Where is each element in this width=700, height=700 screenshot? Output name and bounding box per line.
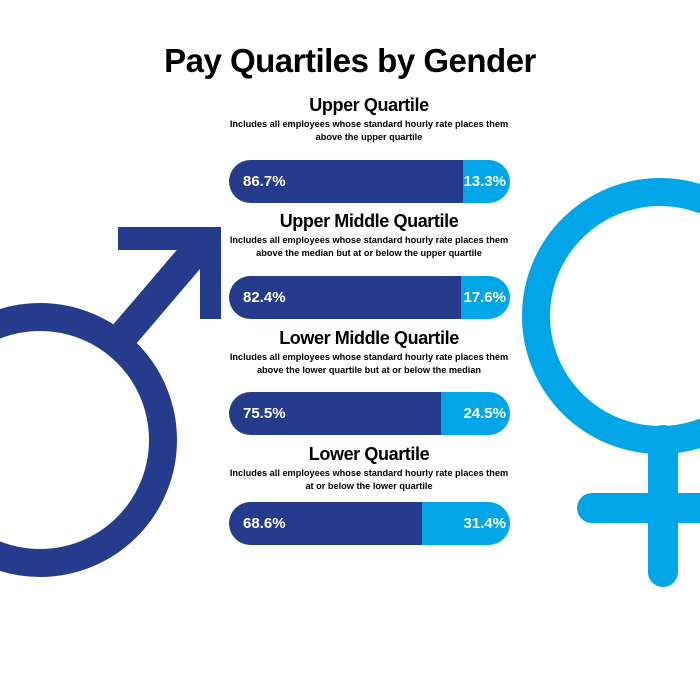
chart-title: Pay Quartiles by Gender: [164, 42, 536, 79]
data-label-male: 75.5%: [243, 405, 286, 422]
quartile-description: Includes all employees whose standard ho…: [229, 352, 509, 375]
bar-segment-male: 86.7%: [229, 160, 464, 203]
quartile-lower: Lower Quartile Includes all employees wh…: [225, 443, 513, 492]
bar-lower-quartile: 68.6% 31.4%: [229, 502, 510, 545]
quartile-lower-middle: Lower Middle Quartile Includes all emplo…: [225, 327, 513, 376]
quartile-heading: Upper Quartile: [309, 95, 429, 115]
quartile-description: Includes all employees whose standard ho…: [229, 468, 509, 491]
quartile-heading: Lower Quartile: [308, 444, 430, 464]
bar-segment-female: 17.6%: [460, 276, 510, 319]
data-label-female: 13.3%: [463, 173, 506, 190]
bar-segment-male: 68.6%: [229, 502, 422, 545]
bar-upper-quartile: 86.7% 13.3%: [229, 160, 510, 203]
quartile-heading: Lower Middle Quartile: [279, 328, 459, 348]
data-label-male: 86.7%: [243, 173, 286, 190]
bar-segment-male: 82.4%: [229, 276, 461, 319]
data-label-female: 17.6%: [463, 289, 506, 306]
data-label-male: 68.6%: [243, 515, 286, 532]
bar-segment-female: 13.3%: [463, 160, 510, 203]
quartile-description: Includes all employees whose standard ho…: [229, 119, 509, 142]
bar-segment-female: 24.5%: [441, 392, 510, 435]
bar-lower-middle-quartile: 75.5% 24.5%: [229, 392, 510, 435]
bar-segment-male: 75.5%: [229, 392, 442, 435]
data-label-female: 24.5%: [463, 405, 506, 422]
quartile-upper-middle: Upper Middle Quartile Includes all emplo…: [225, 210, 513, 259]
quartile-upper: Upper Quartile Includes all employees wh…: [225, 94, 513, 143]
data-label-male: 82.4%: [243, 289, 286, 306]
data-label-female: 31.4%: [463, 515, 506, 532]
quartile-heading: Upper Middle Quartile: [279, 211, 459, 231]
female-symbol-icon: [522, 178, 700, 587]
bar-upper-middle-quartile: 82.4% 17.6%: [229, 276, 510, 319]
quartile-description: Includes all employees whose standard ho…: [229, 235, 509, 258]
bar-segment-female: 31.4%: [421, 502, 510, 545]
male-symbol-icon: [0, 227, 221, 577]
